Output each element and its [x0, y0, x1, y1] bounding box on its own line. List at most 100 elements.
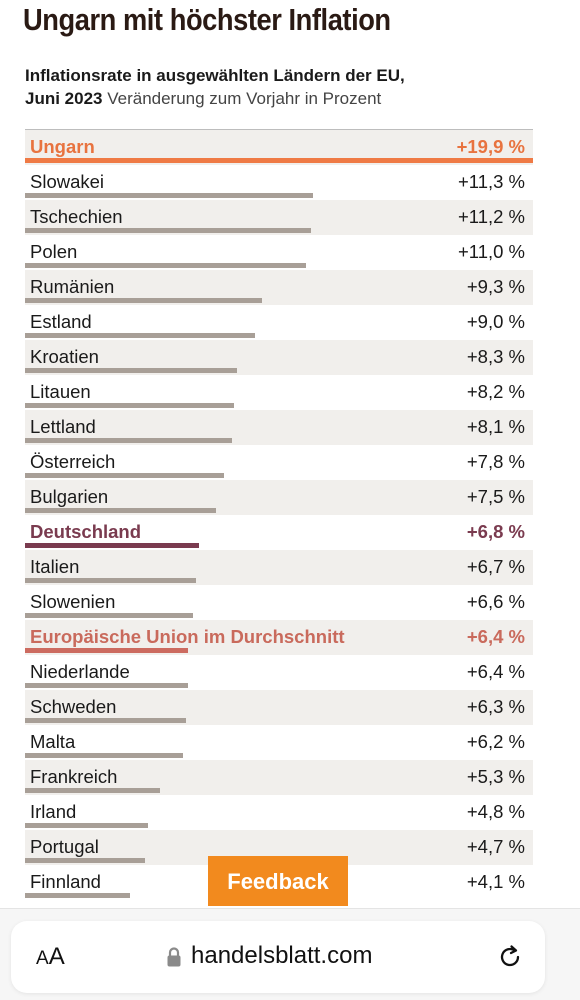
- row-label: Österreich: [30, 451, 116, 472]
- text-size-small-a: A: [36, 948, 49, 969]
- row-value: +4,1 %: [466, 871, 525, 892]
- bar: [25, 438, 232, 443]
- row-value: +11,0 %: [457, 241, 525, 262]
- row-label: Deutschland: [30, 521, 142, 542]
- row-value: +5,3 %: [466, 766, 525, 787]
- row-value: +6,4 %: [466, 626, 525, 647]
- subtitle-light: Veränderung zum Vorjahr in Prozent: [102, 89, 382, 108]
- bar: [25, 683, 188, 688]
- table-row: Lettland +8,1 %: [25, 410, 533, 445]
- chart-subtitle: Inflationsrate in ausgewählten Ländern d…: [25, 64, 545, 110]
- bar: [25, 718, 186, 723]
- row-value: +8,1 %: [466, 416, 525, 437]
- row-label: Italien: [30, 556, 80, 577]
- bar: [25, 613, 193, 618]
- row-value: +9,0 %: [466, 311, 525, 332]
- bar: [25, 823, 148, 828]
- bar-table: Ungarn +19,9 % Slowakei +11,3 % Tschechien +1…: [25, 129, 533, 900]
- bar: [25, 508, 216, 513]
- table-row: Slowakei +11,3 %: [25, 165, 533, 200]
- row-value: +8,3 %: [466, 346, 525, 367]
- row-value: +6,6 %: [466, 591, 525, 612]
- row-label: Litauen: [30, 381, 91, 402]
- bar: [25, 578, 196, 583]
- subtitle-bold-line2: Juni 2023: [25, 89, 103, 108]
- row-value: +11,2 %: [457, 206, 525, 227]
- table-row: Polen +11,0 %: [25, 235, 533, 270]
- bar: [25, 158, 533, 163]
- table-row: Slowenien +6,6 %: [25, 585, 533, 620]
- row-label: Ungarn: [30, 136, 95, 157]
- address-bar[interactable]: AA handelsblatt.com: [11, 921, 545, 993]
- table-row: Frankreich +5,3 %: [25, 760, 533, 795]
- table-row: Finnland +4,1 %: [25, 865, 533, 900]
- bar: [25, 473, 224, 478]
- bar: [25, 228, 311, 233]
- table-row: Rumänien +9,3 %: [25, 270, 533, 305]
- table-row: Europäische Union im Durchschnitt +6,4 %: [25, 620, 533, 655]
- bar: [25, 893, 130, 898]
- table-row: Kroatien +8,3 %: [25, 340, 533, 375]
- table-row: Österreich +7,8 %: [25, 445, 533, 480]
- row-value: +6,3 %: [466, 696, 525, 717]
- row-value: +4,7 %: [466, 836, 525, 857]
- row-label: Slowenien: [30, 591, 116, 612]
- table-row: Bulgarien +7,5 %: [25, 480, 533, 515]
- table-row: Litauen +8,2 %: [25, 375, 533, 410]
- row-label: Rumänien: [30, 276, 115, 297]
- url-text[interactable]: handelsblatt.com: [191, 942, 373, 969]
- row-label: Malta: [30, 731, 76, 752]
- bar: [25, 788, 160, 793]
- row-value: +8,2 %: [466, 381, 525, 402]
- row-label: Bulgarien: [30, 486, 109, 507]
- bar: [25, 263, 306, 268]
- table-row: Italien +6,7 %: [25, 550, 533, 585]
- row-value: +11,3 %: [457, 171, 525, 192]
- row-label: Schweden: [30, 696, 117, 717]
- bar: [25, 193, 313, 198]
- table-row: Deutschland +6,8 %: [25, 515, 533, 550]
- bar: [25, 648, 188, 653]
- table-row: Malta +6,2 %: [25, 725, 533, 760]
- reload-icon[interactable]: [495, 942, 525, 972]
- bar: [25, 543, 199, 548]
- row-value: +4,8 %: [466, 801, 525, 822]
- row-value: +6,4 %: [466, 661, 525, 682]
- table-row: Ungarn +19,9 %: [25, 130, 533, 165]
- row-label: Kroatien: [30, 346, 99, 367]
- text-size-button[interactable]: AA: [36, 943, 65, 971]
- bar: [25, 403, 234, 408]
- row-value: +9,3 %: [466, 276, 525, 297]
- lock-icon: [167, 947, 181, 967]
- row-label: Frankreich: [30, 766, 118, 787]
- row-label: Europäische Union im Durchschnitt: [30, 626, 345, 647]
- row-label: Irland: [30, 801, 77, 822]
- headline: Ungarn mit höchster Inflation: [23, 2, 391, 37]
- row-label: Portugal: [30, 836, 99, 857]
- text-size-large-a: A: [48, 943, 65, 970]
- table-row: Estland +9,0 %: [25, 305, 533, 340]
- bar: [25, 368, 237, 373]
- row-label: Lettland: [30, 416, 96, 437]
- row-label: Niederlande: [30, 661, 130, 682]
- row-label: Polen: [30, 241, 78, 262]
- table-row: Niederlande +6,4 %: [25, 655, 533, 690]
- row-value: +7,5 %: [466, 486, 525, 507]
- row-value: +6,2 %: [466, 731, 525, 752]
- bar: [25, 753, 183, 758]
- row-label: Tschechien: [30, 206, 123, 227]
- table-row: Irland +4,8 %: [25, 795, 533, 830]
- row-label: Finnland: [30, 871, 101, 892]
- browser-toolbar: AA handelsblatt.com: [0, 908, 580, 1000]
- row-value: +6,8 %: [466, 521, 525, 542]
- feedback-button[interactable]: Feedback: [208, 856, 348, 906]
- bar: [25, 858, 145, 863]
- table-row: Tschechien +11,2 %: [25, 200, 533, 235]
- row-label: Estland: [30, 311, 92, 332]
- table-row: Schweden +6,3 %: [25, 690, 533, 725]
- subtitle-bold-line1: Inflationsrate in ausgewählten Ländern d…: [25, 66, 405, 85]
- row-value: +19,9 %: [456, 136, 525, 157]
- row-value: +6,7 %: [466, 556, 525, 577]
- bar: [25, 333, 255, 338]
